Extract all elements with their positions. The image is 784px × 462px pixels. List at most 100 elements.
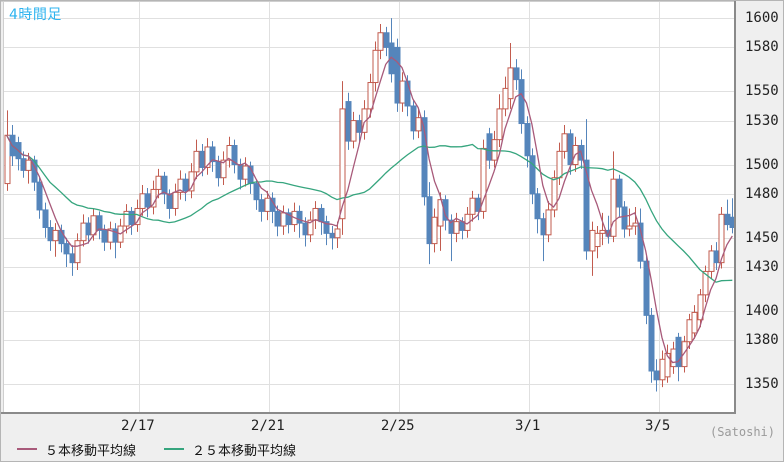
candle-body-down — [410, 105, 417, 132]
candle-body-up — [556, 150, 563, 179]
candle-body-up — [90, 215, 97, 236]
candle-body-up — [659, 358, 666, 381]
candle-body-up — [312, 207, 319, 221]
x-axis-label: 2/25 — [380, 418, 415, 434]
candle-body-up — [686, 319, 693, 343]
candle-body-up — [708, 250, 715, 272]
candle-body-down — [69, 253, 76, 264]
candle-body-down — [296, 210, 303, 224]
candle-body-up — [664, 352, 671, 378]
candle-body-down — [237, 164, 244, 180]
plot-area — [3, 2, 735, 412]
candle-body-up — [594, 232, 601, 248]
candle-body-up — [496, 108, 503, 141]
candle-body-down — [47, 227, 54, 242]
candle-body-up — [681, 341, 688, 368]
candle-body-up — [172, 191, 179, 209]
candle-body-down — [513, 67, 520, 81]
y-axis-label: 1450 — [745, 229, 779, 246]
candle-body-up — [367, 82, 374, 110]
candle-body-up — [80, 222, 87, 242]
candlestick-chart — [4, 2, 735, 412]
candle-body-up — [431, 216, 438, 245]
candle-body-down — [518, 79, 525, 125]
candle-body-down — [128, 210, 135, 226]
x-axis-label: 2/21 — [250, 418, 285, 434]
candle-body-up — [632, 222, 639, 227]
candle-body-up — [4, 134, 11, 185]
plot-top-border — [1, 1, 734, 2]
y-axis-separator — [734, 1, 736, 414]
ma25-legend-label: ２５本移動平均線 — [192, 443, 297, 459]
candle-body-up — [491, 139, 498, 161]
legend-entry-ma5: ５本移動平均線 — [17, 440, 136, 459]
ma5-legend-label: ５本移動平均線 — [45, 443, 137, 459]
unit-label: (Satoshi) — [709, 425, 775, 439]
candle-body-up — [361, 108, 368, 133]
candle-body-down — [643, 260, 650, 316]
x-axis-label: 3/1 — [515, 418, 541, 434]
candle-body-down — [534, 193, 541, 220]
candle-body-down — [383, 32, 390, 48]
candle-body-down — [394, 46, 401, 104]
candle-body-down — [329, 232, 336, 239]
candle-body-up — [702, 270, 709, 296]
candle-body-down — [426, 196, 433, 245]
candle-body-down — [101, 229, 108, 243]
ma25-line-swatch — [164, 448, 185, 450]
candle-body-down — [540, 218, 547, 236]
candle-body-down — [302, 222, 309, 236]
candle-body-down — [524, 123, 531, 157]
candle-body-up — [589, 229, 596, 252]
y-axis-label: 1550 — [745, 83, 779, 100]
y-axis-label: 1580 — [745, 39, 779, 56]
candle-body-up — [52, 229, 59, 242]
candle-body-up — [453, 221, 460, 234]
candle-body-down — [404, 80, 411, 107]
candle-body-down — [85, 222, 92, 236]
y-axis-label: 1380 — [745, 332, 779, 349]
candle-body-up — [220, 159, 227, 179]
candle-body-down — [274, 210, 281, 227]
candle-body-up — [193, 150, 200, 173]
candle-body-up — [551, 177, 558, 211]
candle-body-down — [209, 146, 216, 163]
candle-body-down — [616, 178, 623, 208]
candle-body-up — [697, 294, 704, 321]
x-axis-label: 3/5 — [644, 418, 671, 434]
candle-body-up — [372, 49, 379, 84]
candle-body-down — [63, 243, 70, 255]
ma5-line — [6, 56, 733, 364]
candle-body-up — [670, 348, 677, 368]
candle-body-down — [421, 117, 428, 198]
candle-body-down — [724, 213, 731, 226]
candle-body-down — [621, 206, 628, 230]
candle-body-up — [74, 240, 81, 264]
candle-body-down — [648, 314, 655, 372]
candle-body-down — [345, 101, 352, 142]
y-axis-label: 1530 — [745, 112, 779, 129]
candle-body-down — [356, 120, 363, 133]
candle-body-down — [323, 221, 330, 234]
candle-body-up — [691, 311, 698, 334]
candle-body-up — [280, 212, 287, 227]
candle-body-up — [307, 219, 314, 236]
candle-body-down — [318, 207, 325, 223]
candle-body-down — [583, 159, 590, 252]
candle-body-down — [96, 215, 103, 231]
candle-body-down — [166, 193, 173, 209]
ma25-line — [6, 134, 733, 283]
ma5-line-swatch — [17, 448, 37, 450]
candle-body-up — [334, 228, 341, 239]
candle-body-up — [264, 197, 271, 212]
candle-body-up — [626, 225, 633, 230]
candle-body-down — [567, 133, 574, 166]
candle-body-up — [599, 229, 606, 234]
candle-body-up — [415, 117, 422, 132]
candle-body-up — [155, 175, 162, 190]
candle-body-up — [507, 67, 514, 100]
candle-body-down — [253, 183, 260, 201]
candle-body-down — [144, 193, 151, 208]
candle-body-up — [718, 213, 725, 264]
legend-entry-ma25: ２５本移動平均線 — [164, 440, 296, 459]
